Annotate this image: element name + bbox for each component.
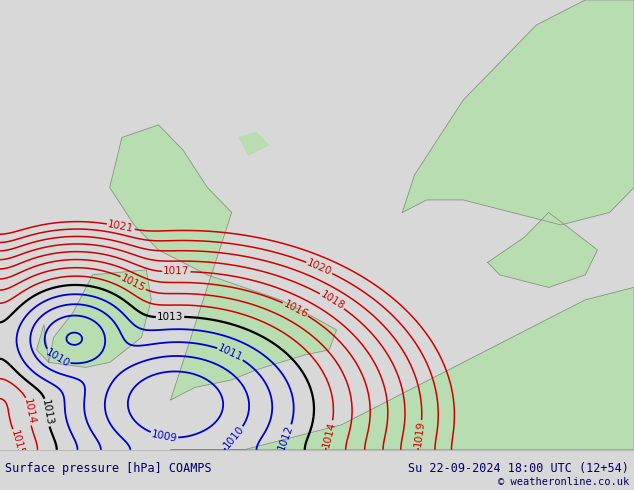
Text: 1014: 1014 — [22, 397, 36, 425]
Text: 1018: 1018 — [318, 290, 346, 312]
Polygon shape — [239, 132, 268, 155]
Text: 1011: 1011 — [216, 343, 245, 364]
Text: 1015: 1015 — [119, 272, 147, 294]
Text: 1020: 1020 — [306, 258, 333, 277]
Text: 1017: 1017 — [163, 267, 190, 277]
Text: © weatheronline.co.uk: © weatheronline.co.uk — [498, 477, 629, 487]
Text: 1013: 1013 — [39, 399, 54, 426]
Text: 1014: 1014 — [321, 420, 337, 448]
Polygon shape — [171, 287, 634, 450]
Text: 1010: 1010 — [43, 347, 71, 369]
Text: 1013: 1013 — [157, 312, 183, 322]
Text: 1012: 1012 — [276, 423, 295, 451]
Polygon shape — [403, 0, 634, 225]
Text: Su 22-09-2024 18:00 UTC (12+54): Su 22-09-2024 18:00 UTC (12+54) — [408, 462, 629, 475]
Text: 1015: 1015 — [9, 428, 26, 457]
Polygon shape — [488, 212, 597, 287]
Text: 1016: 1016 — [281, 298, 309, 319]
Text: 1009: 1009 — [150, 429, 178, 444]
Text: 1021: 1021 — [107, 219, 134, 234]
Polygon shape — [110, 125, 337, 400]
Text: Surface pressure [hPa] COAMPS: Surface pressure [hPa] COAMPS — [5, 462, 212, 475]
Text: 1010: 1010 — [221, 424, 246, 450]
Text: 1019: 1019 — [413, 420, 427, 448]
Polygon shape — [37, 270, 151, 368]
